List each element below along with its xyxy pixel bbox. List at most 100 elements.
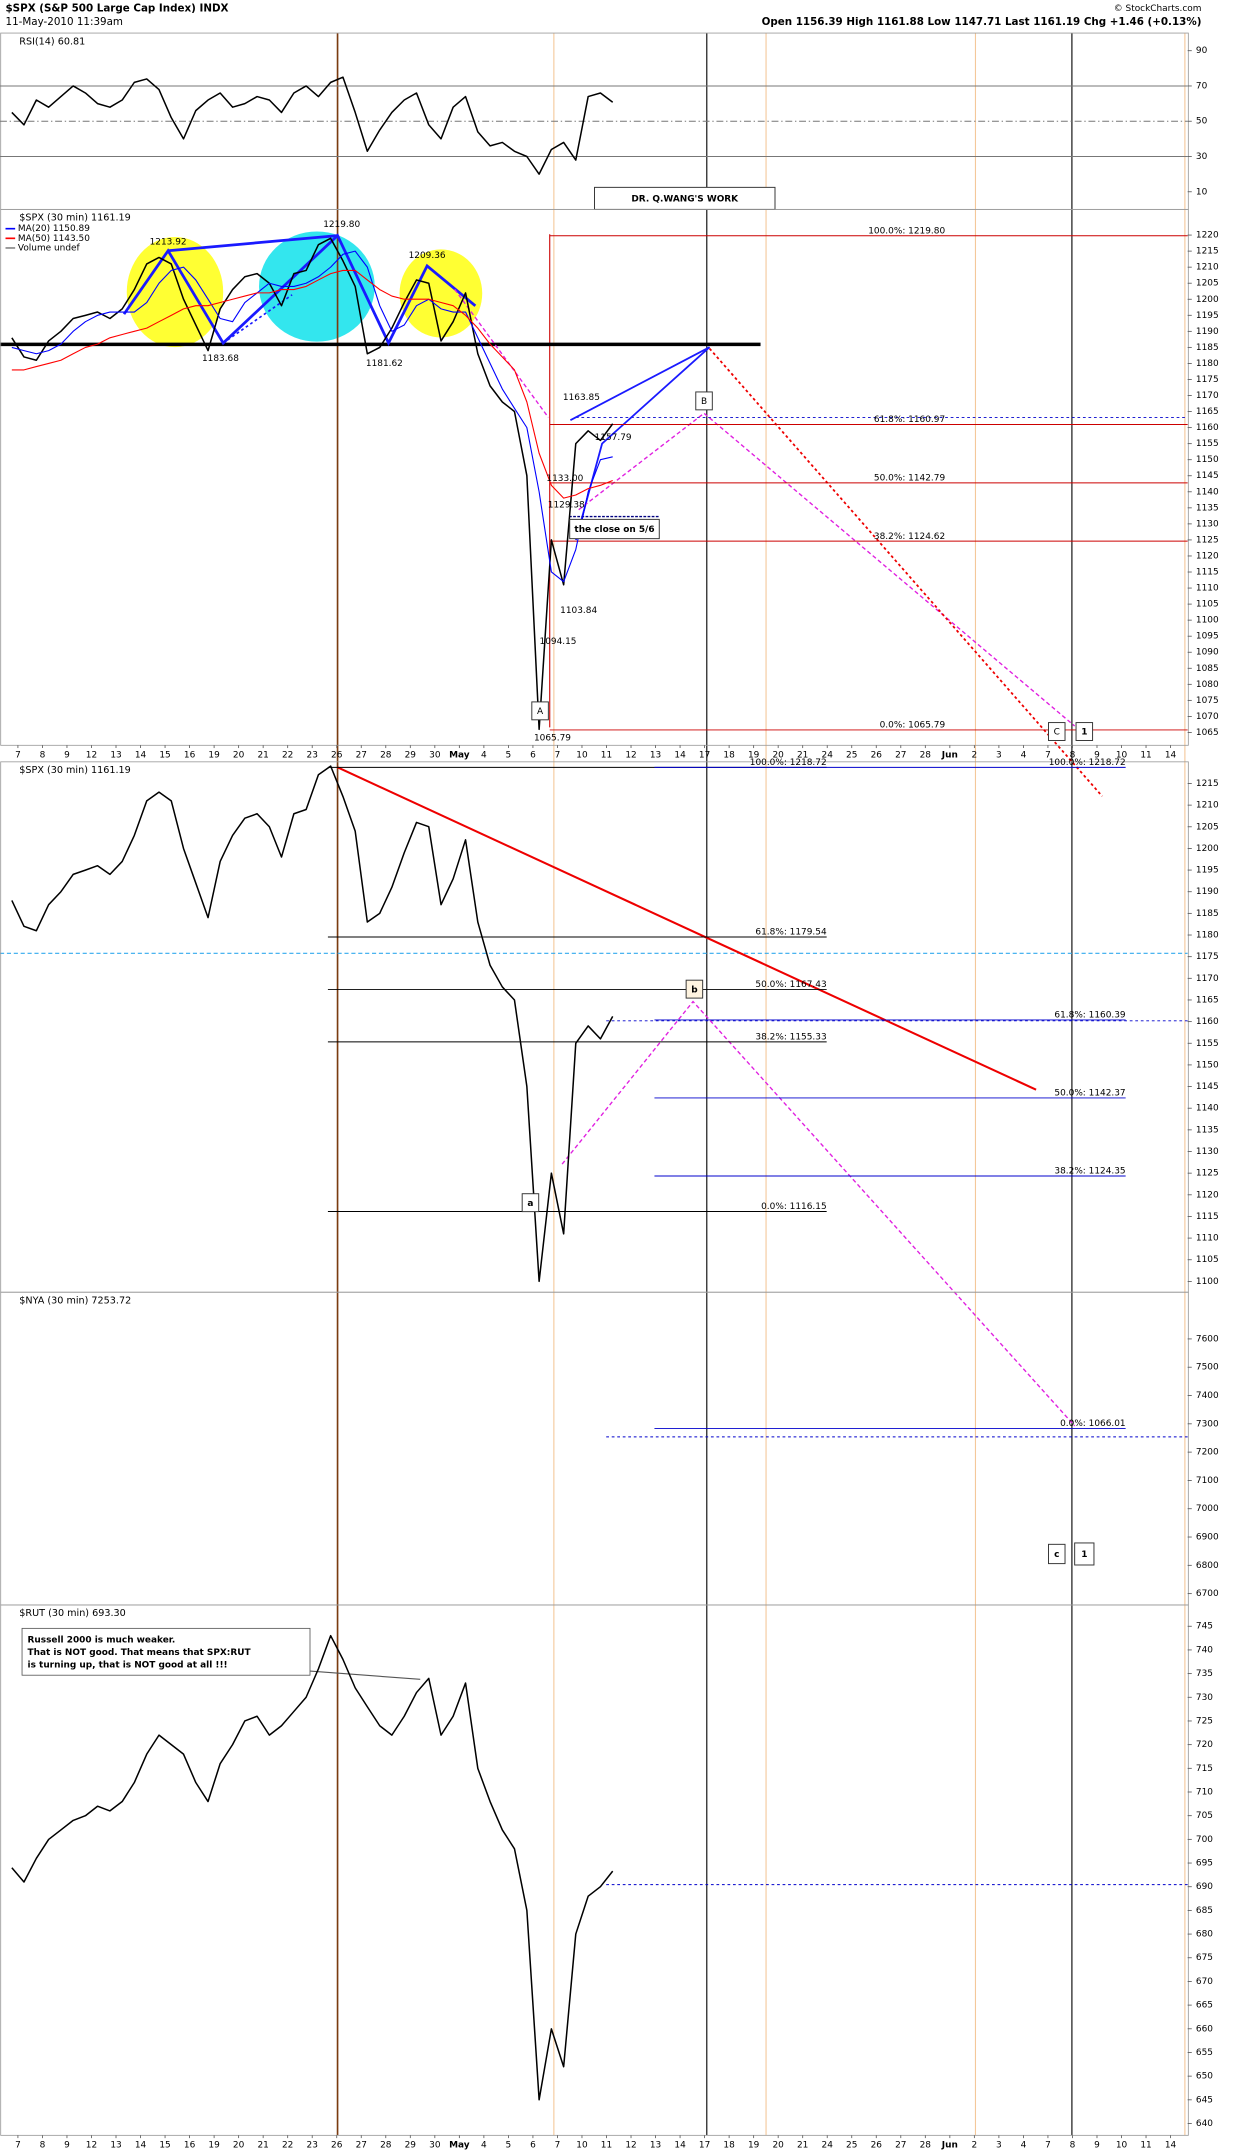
x-tick-label: 11 — [601, 750, 612, 760]
y-tick-label: 670 — [1196, 1977, 1213, 1987]
annotation: a — [527, 1199, 533, 1209]
legend-label: MA(50) 1143.50 — [18, 234, 90, 244]
x-tick-label: 12 — [86, 750, 97, 760]
point-label: 1219.80 — [323, 220, 360, 230]
y-tick-label: 675 — [1196, 1953, 1213, 1963]
fib-label: 61.8%: 1160.97 — [874, 415, 945, 425]
price-line — [11, 250, 613, 583]
x-tick-label: 28 — [920, 750, 932, 760]
y-tick-label: 1120 — [1196, 551, 1219, 561]
wave-line — [569, 346, 710, 421]
x-tick-label: 10 — [1116, 2140, 1128, 2150]
price-line — [11, 269, 613, 499]
x-tick-label: 19 — [208, 2140, 220, 2150]
x-tick-label: 2 — [972, 2140, 978, 2150]
annotation-box — [1048, 722, 1066, 741]
y-tick-label: 1065 — [1196, 728, 1219, 738]
x-tick-label: 6 — [530, 750, 536, 760]
annotation-box — [1048, 1543, 1066, 1565]
fib-label: 38.2%: 1124.35 — [1054, 1167, 1125, 1177]
x-tick-label: 24 — [822, 2140, 834, 2150]
x-tick-label: 23 — [307, 2140, 318, 2150]
x-tick-label: 29 — [405, 2140, 417, 2150]
x-tick-label: 10 — [1116, 750, 1128, 760]
panel-title: $NYA (30 min) 7253.72 — [19, 1295, 131, 1306]
x-tick-label: 15 — [159, 2140, 170, 2150]
y-tick-label: 690 — [1196, 1882, 1213, 1892]
x-tick-label: 30 — [429, 750, 441, 760]
x-tick-label: 21 — [797, 2140, 808, 2150]
x-tick-label: 20 — [233, 750, 245, 760]
y-tick-label: 1210 — [1196, 801, 1219, 811]
x-tick-label: 27 — [895, 750, 906, 760]
x-tick-label: 12 — [625, 2140, 636, 2150]
y-tick-label: 1125 — [1196, 1169, 1219, 1179]
x-tick-label: 12 — [625, 750, 636, 760]
x-tick-label: 7 — [555, 2140, 561, 2150]
annotation: 1 — [1081, 1550, 1087, 1560]
price-line — [11, 237, 614, 731]
y-tick-label: 1190 — [1196, 327, 1219, 337]
x-tick-label: 9 — [64, 2140, 70, 2150]
y-tick-label: 1185 — [1196, 343, 1219, 353]
y-tick-label: 7400 — [1196, 1391, 1219, 1401]
x-tick-label: 4 — [1021, 750, 1027, 760]
x-tick-label: 28 — [920, 2140, 932, 2150]
annotation: A — [537, 707, 544, 717]
y-tick-label: 695 — [1196, 1859, 1213, 1869]
x-tick-label: 14 — [1165, 750, 1177, 760]
x-tick-label: 24 — [822, 750, 834, 760]
y-tick-label: 1155 — [1196, 1039, 1219, 1049]
y-tick-label: 6800 — [1196, 1561, 1219, 1571]
x-tick-label: 28 — [380, 2140, 392, 2150]
x-tick-label: 9 — [64, 750, 70, 760]
legend-label: MA(20) 1150.89 — [18, 224, 90, 234]
y-tick-label: 1100 — [1196, 616, 1219, 626]
y-tick-label: 740 — [1196, 1645, 1213, 1655]
x-tick-label: Jun — [941, 2140, 958, 2150]
x-tick-label: 27 — [895, 2140, 906, 2150]
fib-label: 61.8%: 1160.39 — [1054, 1011, 1126, 1021]
x-tick-label: 26 — [871, 2140, 883, 2150]
panel-title: $SPX (30 min) 1161.19 — [19, 765, 131, 776]
x-tick-label: 20 — [233, 2140, 245, 2150]
y-tick-label: 1145 — [1196, 471, 1219, 481]
y-tick-label: 1205 — [1196, 822, 1219, 832]
y-tick-label: 1095 — [1196, 632, 1219, 642]
y-tick-label: 7600 — [1196, 1334, 1219, 1344]
y-tick-label: 710 — [1196, 1788, 1213, 1798]
y-tick-label: 1080 — [1196, 680, 1219, 690]
y-tick-label: 1185 — [1196, 909, 1219, 919]
point-label: 1129.38 — [548, 501, 585, 511]
highlight-ellipse — [399, 249, 483, 338]
annotation: c — [1054, 1550, 1059, 1560]
y-tick-label: 685 — [1196, 1906, 1213, 1916]
x-tick-label: 20 — [772, 2140, 784, 2150]
x-tick-label: 17 — [699, 750, 710, 760]
decorations — [0, 33, 1188, 2136]
y-tick-label: 1075 — [1196, 696, 1219, 706]
x-tick-label: 4 — [481, 750, 487, 760]
point-label: 1065.79 — [534, 734, 571, 744]
annotation-box — [531, 701, 549, 721]
x-tick-label: 11 — [1140, 750, 1151, 760]
x-tick-label: 28 — [380, 750, 392, 760]
legend-label: Volume undef — [18, 243, 81, 253]
annotation: B — [701, 397, 707, 407]
y-tick-label: 7200 — [1196, 1448, 1219, 1458]
x-tick-label: 5 — [506, 2140, 512, 2150]
y-tick-label: 1165 — [1196, 407, 1219, 417]
y-tick-label: 1215 — [1196, 779, 1219, 789]
annotation-box — [569, 518, 660, 540]
y-tick-label: 1085 — [1196, 664, 1219, 674]
x-tick-label: 13 — [110, 750, 121, 760]
x-tick-label: 4 — [1021, 2140, 1027, 2150]
price-line — [11, 76, 614, 175]
x-tick-label: 23 — [307, 750, 318, 760]
y-tick-label: 10 — [1196, 187, 1208, 197]
y-tick-label: 1135 — [1196, 503, 1219, 513]
x-tick-label: 12 — [86, 2140, 97, 2150]
fib-label: 0.0%: 1066.01 — [1060, 1419, 1126, 1429]
